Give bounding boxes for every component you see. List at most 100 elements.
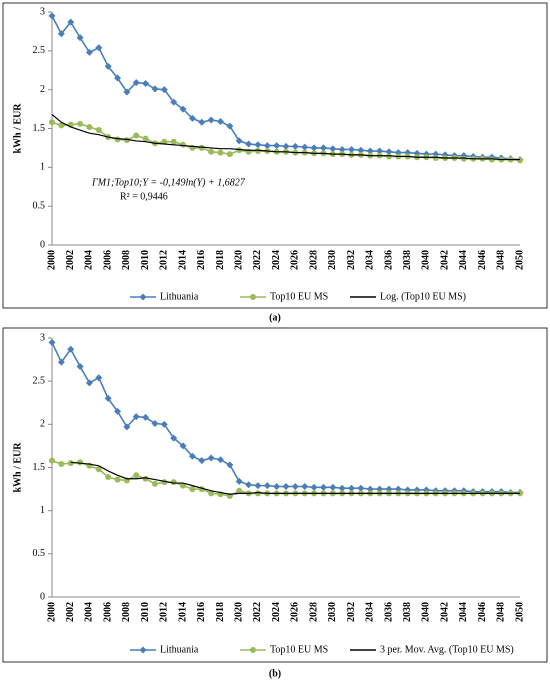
point: [105, 473, 112, 480]
point: [58, 461, 65, 468]
point: [488, 156, 495, 163]
point: [376, 485, 384, 493]
point: [310, 483, 318, 491]
point: [273, 142, 281, 150]
x-tick-label: 2038: [402, 602, 413, 622]
point: [394, 485, 402, 493]
y-tick-label: 0.5: [33, 200, 46, 211]
point: [123, 88, 131, 96]
point: [254, 490, 261, 497]
x-tick-label: 2010: [140, 250, 151, 270]
y-axis-label: kWh / EUR: [12, 442, 23, 493]
x-tick-label: 2048: [496, 602, 507, 622]
point: [133, 132, 140, 139]
chart-border: [2, 327, 548, 663]
point: [170, 479, 177, 486]
point: [338, 484, 346, 492]
y-tick-label: 0.5: [33, 548, 46, 559]
x-tick-label: 2012: [159, 602, 170, 622]
point: [226, 461, 234, 469]
x-tick-label: 2008: [121, 602, 132, 622]
point: [57, 30, 65, 38]
point: [357, 146, 365, 154]
x-tick-label: 2022: [252, 250, 263, 270]
point: [114, 476, 121, 483]
point: [142, 413, 150, 421]
point: [291, 482, 299, 490]
point: [254, 148, 261, 155]
x-tick-label: 2034: [365, 602, 376, 622]
x-tick-label: 2040: [421, 250, 432, 270]
point: [282, 142, 290, 150]
x-tick-label: 2018: [215, 250, 226, 270]
point: [170, 138, 177, 145]
x-tick-label: 2044: [458, 602, 469, 622]
annotation: ΓM1;Top10;Y = -0,149ln(Y) + 1,6827: [91, 177, 246, 188]
point: [49, 119, 55, 126]
point: [310, 144, 318, 152]
point: [301, 143, 309, 151]
point: [188, 114, 196, 122]
point: [338, 145, 346, 153]
point: [235, 137, 243, 145]
point: [76, 362, 84, 370]
y-tick-label: 2: [40, 84, 45, 95]
point: [366, 147, 374, 155]
series-line: [51, 15, 521, 161]
point: [151, 85, 159, 93]
x-tick-label: 2002: [65, 250, 76, 270]
point: [250, 294, 256, 300]
x-tick-label: 2036: [383, 250, 394, 270]
point: [151, 419, 159, 427]
point: [48, 338, 56, 346]
point: [132, 79, 140, 87]
point: [216, 118, 224, 126]
point: [85, 48, 93, 56]
x-tick-label: 2028: [308, 250, 319, 270]
point: [216, 456, 224, 464]
y-tick-label: 3: [40, 6, 45, 17]
point: [67, 345, 75, 353]
point: [460, 155, 467, 162]
point: [95, 374, 103, 382]
x-tick-label: 2008: [121, 250, 132, 270]
point: [236, 147, 243, 154]
point: [208, 148, 215, 155]
x-tick-label: 2038: [402, 250, 413, 270]
x-tick-label: 2014: [177, 250, 188, 270]
point: [123, 423, 131, 431]
x-tick-label: 2004: [84, 250, 95, 270]
x-tick-label: 2000: [46, 602, 57, 622]
x-tick-label: 2002: [65, 602, 76, 622]
point: [348, 145, 356, 153]
y-tick-label: 2.5: [33, 45, 46, 56]
x-tick-label: 2050: [514, 602, 525, 622]
point: [357, 484, 365, 492]
x-tick-label: 2026: [290, 250, 301, 270]
x-tick-label: 2040: [421, 602, 432, 622]
point: [263, 482, 271, 490]
point: [208, 490, 215, 497]
x-tick-label: 2030: [327, 602, 338, 622]
legend-label: Top10 EU MS: [270, 291, 328, 302]
point: [376, 147, 384, 155]
point: [179, 442, 187, 450]
point: [226, 122, 234, 130]
point: [329, 145, 337, 153]
x-tick-label: 2046: [477, 250, 488, 270]
x-tick-label: 2020: [233, 250, 244, 270]
point: [250, 647, 256, 653]
y-tick-label: 0: [40, 239, 45, 250]
legend-label: Lithuania: [160, 291, 199, 302]
point: [142, 475, 149, 482]
y-tick-label: 1.5: [33, 123, 46, 134]
series-line: [70, 461, 520, 495]
legend-label: Lithuania: [160, 644, 199, 655]
point: [85, 379, 93, 387]
series-line: [51, 114, 520, 161]
point: [133, 472, 140, 479]
legend-label: 3 per. Mov. Avg. (Top10 EU MS): [380, 644, 514, 655]
x-tick-label: 2042: [439, 602, 450, 622]
point: [319, 144, 327, 152]
